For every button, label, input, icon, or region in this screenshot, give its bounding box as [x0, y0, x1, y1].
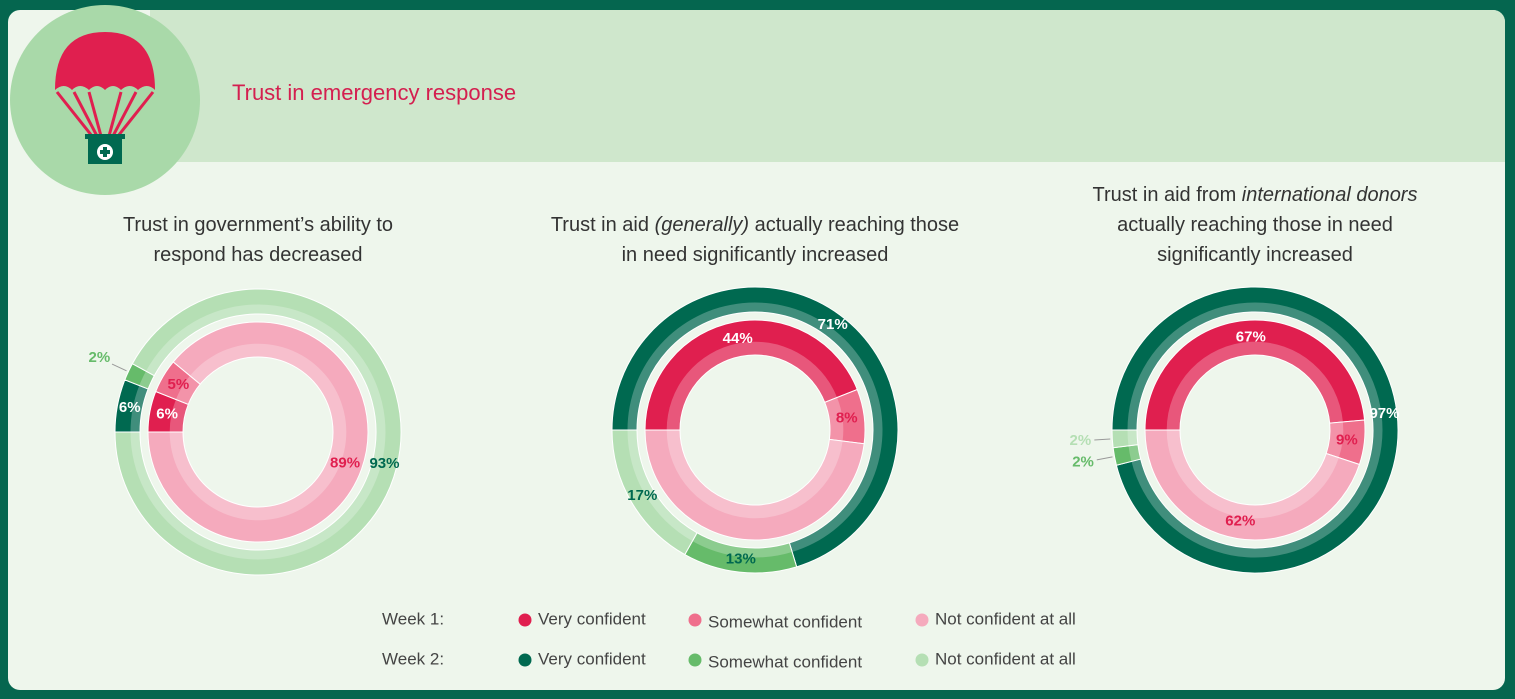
title-part: Trust in aid	[550, 214, 655, 236]
donut-slice	[611, 429, 698, 556]
legend-label: Not confident at all	[935, 609, 1076, 628]
chart-title: Trust in aid (generally) actually reachi…	[545, 210, 965, 270]
value-label: 93%	[369, 455, 399, 472]
header-title: Trust in emergency response	[232, 80, 517, 105]
legend-swatch	[518, 653, 532, 667]
donut-slice	[644, 319, 858, 431]
legend-swatch	[688, 653, 702, 667]
value-label: 17%	[627, 487, 657, 504]
value-label: 5%	[168, 376, 190, 393]
legend-label: Somewhat confident	[708, 652, 862, 671]
title-part: actually reaching those in need signific…	[621, 214, 960, 266]
value-label: 71%	[818, 316, 848, 333]
donut-slice	[1111, 429, 1139, 449]
donut-slice	[1144, 319, 1366, 431]
leader-line	[1094, 438, 1111, 441]
value-label: 9%	[1336, 431, 1358, 448]
value-label: 62%	[1225, 512, 1255, 529]
legend-label: Very confident	[538, 649, 646, 668]
value-label: 67%	[1236, 329, 1266, 346]
value-label: 6%	[156, 406, 178, 423]
title-part: Trust in government’s ability to respond…	[122, 214, 394, 266]
donut-slice	[1111, 286, 1399, 574]
donut-slice	[147, 321, 369, 543]
value-label: 89%	[330, 454, 360, 471]
value-label: 8%	[836, 409, 858, 426]
title-part: (generally)	[654, 214, 750, 236]
legend-swatch	[915, 653, 929, 667]
value-label: 6%	[119, 399, 141, 416]
legend-swatch	[518, 613, 532, 627]
legend-row-label: Week 1:	[382, 609, 444, 628]
leader-line	[1096, 456, 1113, 461]
title-part: international donors	[1241, 184, 1418, 206]
chart-title: Trust in government’s ability to respond…	[108, 210, 408, 270]
title-part: Trust in aid from	[1092, 184, 1242, 206]
donut-slice	[1144, 429, 1361, 541]
chart-title: Trust in aid from international donors a…	[1090, 180, 1420, 270]
donut-slice	[114, 288, 402, 576]
title-part: actually reaching those in need signific…	[1117, 214, 1393, 266]
legend-label: Somewhat confident	[708, 612, 862, 631]
donut-slice	[644, 429, 865, 541]
value-label: 2%	[1069, 432, 1091, 449]
value-label: 13%	[726, 551, 756, 568]
value-label: 2%	[88, 349, 110, 366]
value-label: 44%	[723, 330, 753, 347]
leader-line	[111, 363, 127, 372]
value-label: 97%	[1369, 405, 1399, 422]
legend-label: Very confident	[538, 609, 646, 628]
header-band	[150, 10, 1505, 162]
legend-swatch	[915, 613, 929, 627]
value-label: 2%	[1072, 453, 1094, 470]
header-icon	[10, 5, 200, 195]
donut-slice	[611, 286, 899, 568]
legend-row-label: Week 2:	[382, 649, 444, 668]
legend-label: Not confident at all	[935, 649, 1076, 668]
legend-swatch	[688, 613, 702, 627]
